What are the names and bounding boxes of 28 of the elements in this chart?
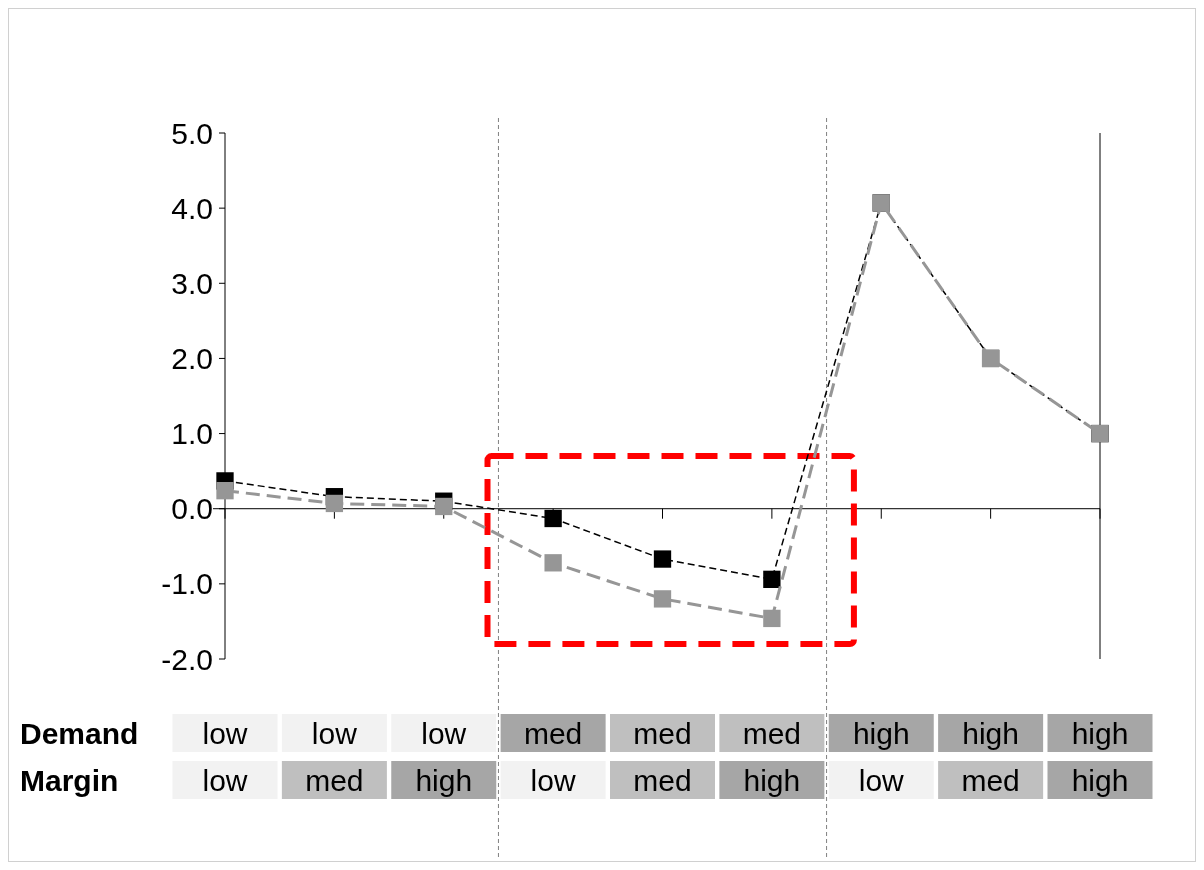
point [325,494,344,513]
x-tick-label: low low [202,716,248,797]
y-tick-label: 3.0 [171,266,213,300]
y-tick-label: 1.0 [171,417,213,451]
point [544,509,562,528]
x-tick-label: low med [305,716,364,797]
x-tick-label: med med [633,716,692,797]
x-tick-label: high low [852,716,910,797]
text: Margin [20,763,119,797]
y-tick-label: -2.0 [161,642,213,676]
point [435,497,453,516]
x-tick-label: low high [415,716,473,797]
point [544,554,562,572]
point [653,550,672,568]
y-tick-label: 0.0 [171,492,213,526]
point [216,482,234,500]
y-tick-label: -1.0 [161,567,213,601]
y-tick-label: 5.0 [171,116,213,150]
x-tick-label: high high [1071,716,1129,797]
x-tick-label: high med [961,716,1020,797]
x-tick-label: med high [742,716,802,797]
point [653,590,672,608]
point [763,609,781,628]
x-tick-label: med low [523,716,583,797]
text: Demand [20,716,139,750]
y-tick-label: 4.0 [171,191,213,225]
point [763,570,781,589]
y-tick-label: 2.0 [171,341,213,375]
